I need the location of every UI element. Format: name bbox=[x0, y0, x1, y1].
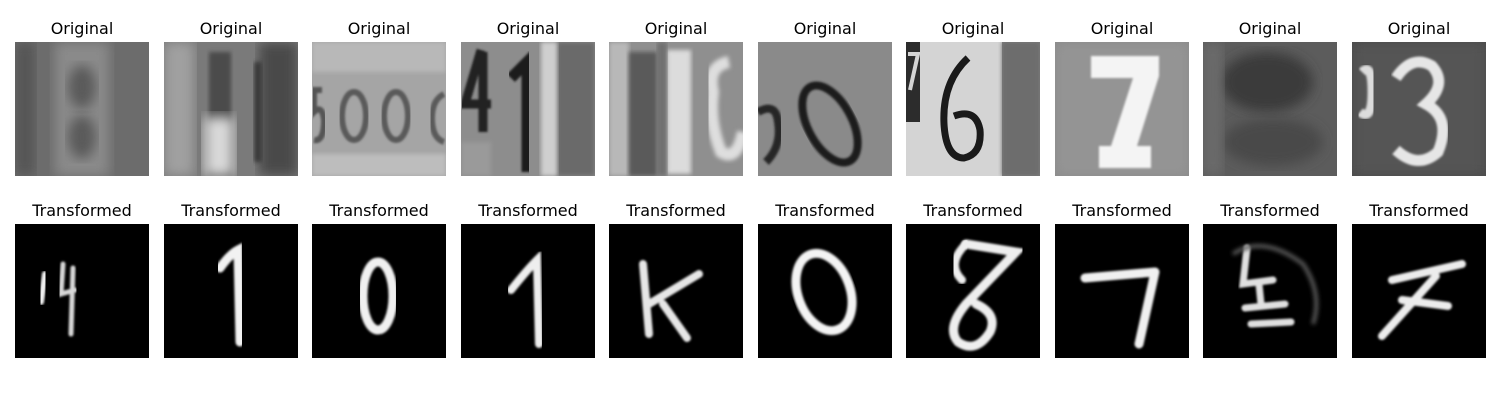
transformed-title: Transformed bbox=[775, 201, 875, 220]
house-number-3-photo bbox=[1352, 42, 1486, 176]
transformed-panel: Transformed bbox=[1203, 196, 1337, 360]
transformed-title: Transformed bbox=[1220, 201, 1320, 220]
transformed-title: Transformed bbox=[1072, 201, 1172, 220]
house-number-500-photo bbox=[312, 42, 446, 176]
house-number-0-photo bbox=[758, 42, 892, 176]
house-number-1-photo bbox=[164, 42, 298, 176]
transformed-title: Transformed bbox=[32, 201, 132, 220]
transformed-title: Transformed bbox=[1369, 201, 1469, 220]
original-panel: Original bbox=[164, 14, 298, 178]
handwritten-digit-noisy bbox=[1352, 224, 1486, 358]
handwritten-digit-noisy bbox=[609, 224, 743, 358]
house-number-7-photo bbox=[1055, 42, 1189, 176]
original-panel: Original bbox=[1055, 14, 1189, 178]
blurry-dark-photo bbox=[1203, 42, 1337, 176]
house-number-18-photo bbox=[609, 42, 743, 176]
original-title: Original bbox=[199, 19, 263, 38]
handwritten-digit-1-slanted bbox=[461, 224, 595, 358]
handwritten-digit-noisy bbox=[15, 224, 149, 358]
transformed-panel: Transformed bbox=[758, 196, 892, 360]
transformed-panel: Transformed bbox=[1055, 196, 1189, 360]
transformed-panel: Transformed bbox=[15, 196, 149, 360]
original-panel: Original bbox=[312, 14, 446, 178]
handwritten-digit-8 bbox=[906, 224, 1040, 358]
transformed-title: Transformed bbox=[923, 201, 1023, 220]
house-number-76-photo bbox=[906, 42, 1040, 176]
original-panel: Original bbox=[609, 14, 743, 178]
blurry-house-number-8-photo bbox=[15, 42, 149, 176]
original-title: Original bbox=[793, 19, 857, 38]
original-row: Original Original bbox=[0, 14, 1500, 176]
transformed-title: Transformed bbox=[626, 201, 726, 220]
transformed-panel: Transformed bbox=[164, 196, 298, 360]
transformed-title: Transformed bbox=[478, 201, 578, 220]
transformed-row: Transformed Transformed Transformed Tran… bbox=[0, 196, 1500, 358]
transformed-panel: Transformed bbox=[312, 196, 446, 360]
house-number-41-photo bbox=[461, 42, 595, 176]
original-panel: Original bbox=[1352, 14, 1486, 178]
original-panel: Original bbox=[461, 14, 595, 178]
original-panel: Original bbox=[1203, 14, 1337, 178]
original-title: Original bbox=[941, 19, 1005, 38]
original-title: Original bbox=[1387, 19, 1451, 38]
transformed-panel: Transformed bbox=[906, 196, 1040, 360]
transformed-panel: Transformed bbox=[609, 196, 743, 360]
original-title: Original bbox=[1238, 19, 1302, 38]
handwritten-digit-0 bbox=[312, 224, 446, 358]
original-panel: Original bbox=[15, 14, 149, 178]
original-title: Original bbox=[50, 19, 114, 38]
handwritten-digit-noisy bbox=[1203, 224, 1337, 358]
handwritten-digit-1 bbox=[164, 224, 298, 358]
transformed-panel: Transformed bbox=[461, 196, 595, 360]
original-title: Original bbox=[496, 19, 560, 38]
handwritten-digit-0-round bbox=[758, 224, 892, 358]
transformed-title: Transformed bbox=[329, 201, 429, 220]
transformed-title: Transformed bbox=[181, 201, 281, 220]
original-panel: Original bbox=[906, 14, 1040, 178]
original-panel: Original bbox=[758, 14, 892, 178]
original-title: Original bbox=[347, 19, 411, 38]
handwritten-digit-7 bbox=[1055, 224, 1189, 358]
original-title: Original bbox=[1090, 19, 1154, 38]
original-title: Original bbox=[644, 19, 708, 38]
transformed-panel: Transformed bbox=[1352, 196, 1486, 360]
